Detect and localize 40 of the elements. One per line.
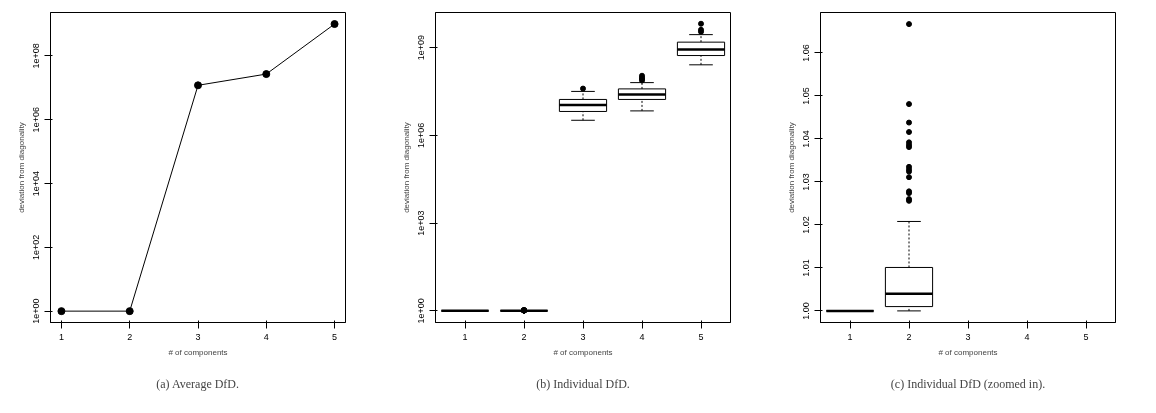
y-tick-label: 1.00 xyxy=(801,302,812,320)
y-axis-title: deviation from diagonality xyxy=(786,122,796,213)
y-tick-label: 1e+06 xyxy=(416,122,427,149)
x-tick-label: 2 xyxy=(906,331,912,342)
text: (b) Individual DfD. xyxy=(536,376,630,391)
text: (a) Average DfD. xyxy=(156,376,240,391)
x-tick-label: 4 xyxy=(263,331,269,342)
x-tick-label: 1 xyxy=(462,331,468,342)
y-axis-title: deviation from diagonality xyxy=(16,122,26,213)
y-tick-label: 1.04 xyxy=(801,130,812,148)
y-tick-label: 1e+00 xyxy=(31,298,42,324)
x-tick-label: 1 xyxy=(847,331,853,342)
x-tick-label: 5 xyxy=(332,331,338,342)
y-tick-label: 1.02 xyxy=(801,216,812,234)
x-axis-title: # of components xyxy=(938,347,998,357)
y-tick-label: 1.05 xyxy=(801,87,812,105)
x-tick-label: 3 xyxy=(965,331,971,342)
y-axis-title: deviation from diagonality xyxy=(401,122,411,213)
y-tick-label: 1.06 xyxy=(801,44,812,62)
y-tick-label: 1.01 xyxy=(801,259,812,277)
y-tick-label: 1e+02 xyxy=(31,234,42,260)
text: (c) Individual DfD (zoomed in). xyxy=(890,376,1046,391)
y-tick-label: 1e+06 xyxy=(31,107,42,133)
x-tick-label: 4 xyxy=(1024,331,1030,342)
y-tick-label: 1e+00 xyxy=(416,298,427,324)
x-tick-label: 5 xyxy=(698,331,704,342)
x-tick-label: 1 xyxy=(58,331,64,342)
x-tick-label: 4 xyxy=(639,331,645,342)
y-tick-label: 1e+03 xyxy=(416,210,427,236)
x-axis-title: # of components xyxy=(168,347,228,357)
x-tick-label: 5 xyxy=(1083,331,1089,342)
x-tick-label: 3 xyxy=(580,331,586,342)
y-tick-label: 1e+09 xyxy=(416,35,427,61)
x-axis-title: # of components xyxy=(553,347,613,357)
x-tick-label: 3 xyxy=(195,331,201,342)
x-tick-label: 2 xyxy=(521,331,527,342)
y-tick-label: 1e+08 xyxy=(31,43,42,69)
y-tick-label: 1e+04 xyxy=(31,170,42,197)
y-tick-label: 1.03 xyxy=(801,173,812,191)
x-tick-label: 2 xyxy=(127,331,133,342)
